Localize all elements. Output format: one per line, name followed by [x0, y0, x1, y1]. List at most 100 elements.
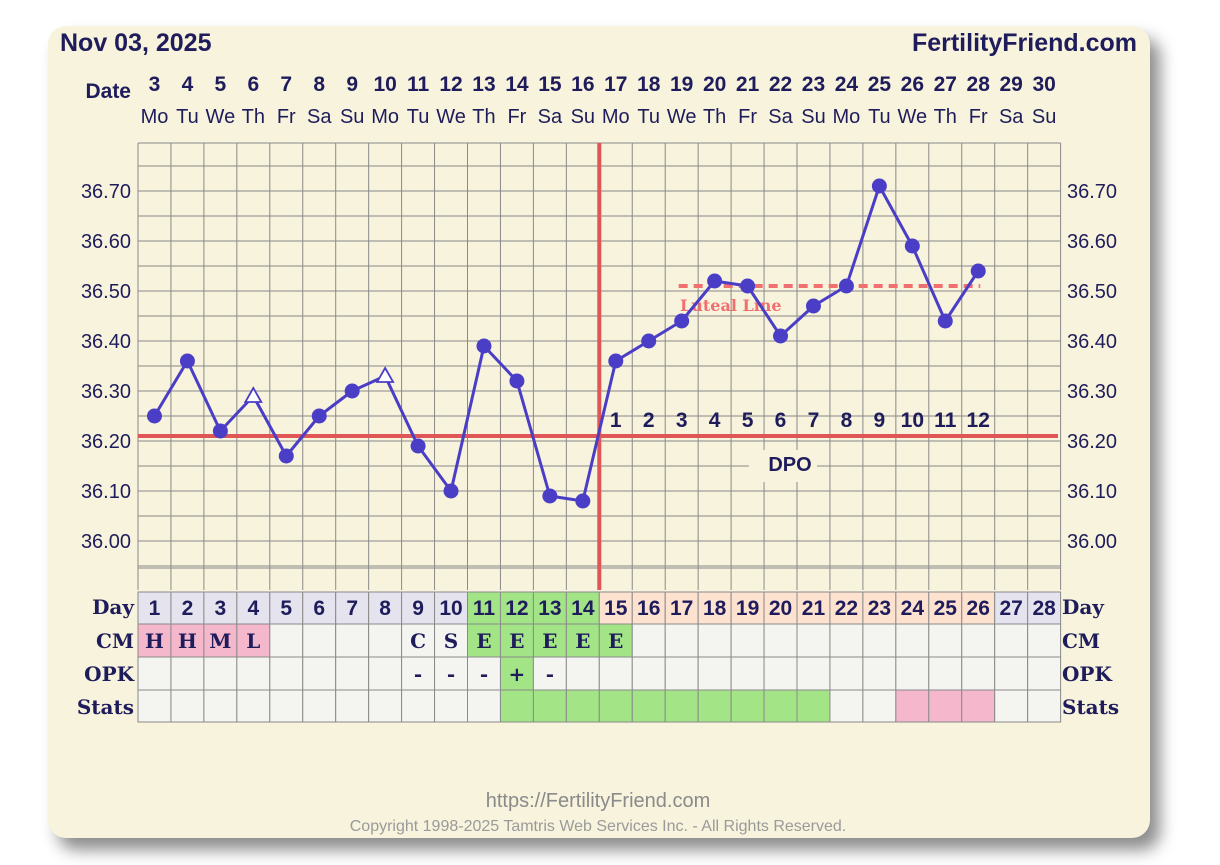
cm-value: E — [542, 629, 557, 653]
cm-value: E — [476, 629, 491, 653]
day-cell — [730, 591, 765, 625]
day-cell — [895, 591, 930, 625]
dpo-number: 10 — [901, 409, 924, 432]
day-cell — [829, 591, 864, 625]
cm-cell — [763, 623, 798, 658]
cm-value: L — [246, 629, 260, 653]
cm-cell — [1027, 623, 1062, 658]
date-number: 11 — [407, 73, 430, 96]
date-number: 6 — [247, 73, 259, 96]
opk-value: - — [447, 662, 455, 686]
stats-cell — [1027, 689, 1062, 723]
opk-value: + — [509, 662, 526, 686]
opk-cell — [269, 656, 304, 691]
cm-value: S — [444, 629, 458, 653]
y-tick-label-right: 36.30 — [1067, 381, 1117, 403]
stats-cell — [467, 689, 501, 723]
header-date: Nov 03, 2025 — [60, 29, 212, 57]
cm-cell — [565, 623, 600, 658]
dpo-number: 1 — [610, 409, 622, 432]
temperature-point — [146, 408, 162, 424]
day-cell — [137, 591, 172, 625]
cm-cell — [368, 623, 403, 658]
weekday-label: Th — [703, 106, 726, 128]
stats-cell — [994, 689, 1029, 723]
weekday-label: We — [206, 106, 236, 128]
cycle-day-number: 23 — [868, 597, 891, 620]
cycle-day-number: 3 — [215, 597, 227, 620]
cycle-day-number: 12 — [505, 597, 528, 620]
y-tick-label-right: 36.60 — [1067, 231, 1117, 253]
date-number: 29 — [999, 73, 1022, 96]
date-number: 10 — [373, 73, 396, 96]
cm-cell — [730, 623, 765, 658]
date-number: 15 — [538, 73, 562, 96]
weekday-label: Mo — [141, 106, 169, 128]
stats-cell — [598, 689, 633, 723]
cm-cell — [302, 623, 337, 658]
opk-cell — [1027, 656, 1062, 691]
stats-cell — [499, 689, 534, 723]
day-cell — [236, 591, 271, 625]
day-cell — [203, 591, 238, 625]
dpo-number: 6 — [775, 409, 787, 432]
temperature-point — [937, 313, 953, 329]
dpo-number: 11 — [934, 409, 957, 432]
cycle-day-number: 26 — [967, 597, 990, 620]
temperature-point — [970, 263, 986, 279]
stats-cell — [862, 689, 897, 723]
stats-cell — [269, 689, 304, 723]
cm-cell — [697, 623, 732, 658]
date-number: 17 — [604, 73, 627, 96]
weekday-label: Sa — [999, 106, 1024, 128]
y-tick-label-right: 36.20 — [1067, 431, 1117, 453]
cycle-day-number: 27 — [999, 597, 1022, 620]
y-tick-label: 36.70 — [81, 181, 131, 203]
weekday-label: We — [898, 106, 928, 128]
date-number: 9 — [346, 73, 358, 96]
dpo-number: 7 — [808, 409, 820, 432]
y-tick-label: 36.40 — [81, 331, 131, 353]
opk-cell — [401, 656, 436, 691]
stats-cell — [236, 689, 271, 723]
cycle-day-number: 17 — [670, 597, 693, 620]
cycle-day-number: 1 — [149, 597, 161, 620]
cm-cell — [862, 623, 897, 658]
footer-url: https://FertilityFriend.com — [486, 790, 711, 812]
day-cell — [368, 591, 403, 625]
opk-cell — [928, 656, 963, 691]
stats-cell — [170, 689, 205, 723]
weekday-label: Sa — [768, 106, 793, 128]
temperature-point — [509, 373, 525, 389]
stats-cell — [796, 689, 831, 723]
stats-cell — [401, 689, 436, 723]
cycle-day-number: 25 — [934, 597, 958, 620]
weekday-label: Fr — [969, 106, 988, 128]
weekday-label: Th — [242, 106, 265, 128]
cm-cell — [598, 623, 633, 658]
y-tick-label-right: 36.00 — [1067, 531, 1117, 553]
weekday-label: Sa — [538, 106, 563, 128]
opk-cell — [763, 656, 798, 691]
weekday-label: Th — [934, 106, 957, 128]
date-number: 30 — [1032, 73, 1055, 96]
temperature-point — [278, 448, 294, 464]
cm-value: E — [608, 629, 623, 653]
day-cell — [532, 591, 567, 625]
y-tick-label-right: 36.40 — [1067, 331, 1117, 353]
cm-value: C — [410, 629, 426, 653]
stats-cell — [829, 689, 864, 723]
temperature-point — [344, 383, 360, 399]
opk-value: - — [546, 662, 554, 686]
day-cell — [763, 591, 798, 625]
footer-copyright: Copyright 1998-2025 Tamtris Web Services… — [350, 818, 847, 835]
date-number: 25 — [868, 73, 892, 96]
day-cell — [335, 591, 370, 625]
temperature-point — [179, 353, 195, 369]
opk-cell — [697, 656, 732, 691]
weekday-label: We — [436, 106, 466, 128]
dpo-label: DPO — [768, 454, 811, 476]
day-cell — [862, 591, 897, 625]
y-tick-label-right: 36.10 — [1067, 481, 1117, 503]
